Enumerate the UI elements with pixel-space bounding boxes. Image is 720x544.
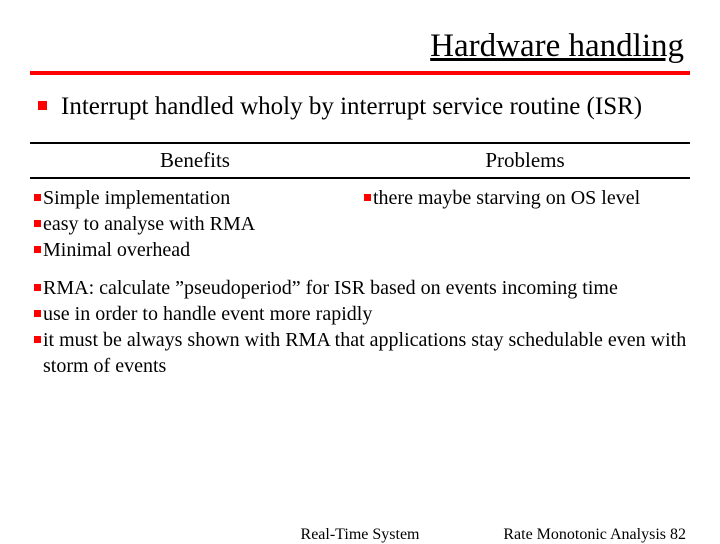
bullet-icon bbox=[34, 246, 41, 253]
benefit-item: easy to analyse with RMA bbox=[30, 211, 360, 237]
main-bullet-text: Interrupt handled wholy by interrupt ser… bbox=[61, 91, 642, 122]
problems-column: Problems there maybe starving on OS leve… bbox=[360, 144, 690, 263]
footer-right-text: Rate Monotonic Analysis 82 bbox=[503, 526, 686, 544]
benefit-item: Minimal overhead bbox=[30, 237, 360, 263]
benefit-text: Minimal overhead bbox=[43, 237, 190, 263]
footer-center-text: Real-Time System bbox=[301, 526, 420, 544]
bullet-icon bbox=[34, 336, 41, 343]
benefit-text: easy to analyse with RMA bbox=[43, 211, 255, 237]
bullet-icon bbox=[38, 101, 47, 110]
benefits-column: Benefits Simple implementation easy to a… bbox=[30, 144, 360, 263]
note-item: use in order to handle event more rapidl… bbox=[30, 301, 690, 327]
notes-section: RMA: calculate ”pseudoperiod” for ISR ba… bbox=[30, 275, 690, 379]
note-text: RMA: calculate ”pseudoperiod” for ISR ba… bbox=[43, 275, 618, 301]
bullet-icon bbox=[34, 194, 41, 201]
slide-title: Hardware handling bbox=[30, 28, 690, 65]
benefits-header: Benefits bbox=[30, 148, 360, 179]
problems-header: Problems bbox=[360, 148, 690, 179]
bullet-icon bbox=[364, 194, 371, 201]
problem-text: there maybe starving on OS level bbox=[373, 185, 640, 211]
benefit-item: Simple implementation bbox=[30, 185, 360, 211]
accent-bar bbox=[30, 71, 690, 75]
note-item: RMA: calculate ”pseudoperiod” for ISR ba… bbox=[30, 275, 690, 301]
note-item: it must be always shown with RMA that ap… bbox=[30, 327, 690, 379]
benefit-text: Simple implementation bbox=[43, 185, 230, 211]
bullet-icon bbox=[34, 284, 41, 291]
note-text: it must be always shown with RMA that ap… bbox=[43, 327, 690, 379]
main-bullet: Interrupt handled wholy by interrupt ser… bbox=[30, 91, 690, 122]
problem-item: there maybe starving on OS level bbox=[360, 185, 690, 211]
bullet-icon bbox=[34, 220, 41, 227]
comparison-table: Benefits Simple implementation easy to a… bbox=[30, 142, 690, 263]
bullet-icon bbox=[34, 310, 41, 317]
note-text: use in order to handle event more rapidl… bbox=[43, 301, 372, 327]
